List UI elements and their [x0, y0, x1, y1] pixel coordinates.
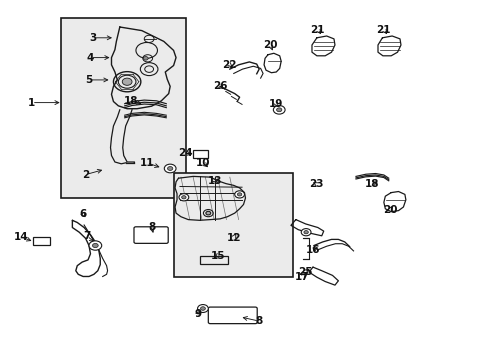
Circle shape [92, 243, 98, 248]
Circle shape [276, 108, 281, 112]
Circle shape [122, 78, 132, 85]
Bar [193, 150, 207, 158]
Text: 8: 8 [148, 222, 155, 232]
Text: 24: 24 [178, 148, 193, 158]
FancyBboxPatch shape [134, 227, 168, 243]
Text: 25: 25 [298, 267, 312, 277]
Circle shape [200, 307, 205, 310]
Circle shape [89, 241, 102, 250]
Text: 15: 15 [210, 251, 224, 261]
Text: 22: 22 [222, 60, 237, 70]
Text: 18: 18 [123, 96, 138, 106]
Text: 21: 21 [310, 24, 325, 35]
Circle shape [179, 194, 188, 201]
Circle shape [234, 191, 244, 198]
Bar [61, 18, 185, 198]
Text: 10: 10 [195, 158, 210, 168]
Text: 12: 12 [226, 233, 241, 243]
Text: 17: 17 [294, 272, 309, 282]
Text: 18: 18 [364, 179, 378, 189]
Circle shape [167, 167, 172, 170]
Text: 3: 3 [89, 33, 96, 43]
Text: 13: 13 [207, 176, 222, 186]
Text: 6: 6 [80, 209, 86, 219]
Text: 8: 8 [255, 316, 262, 326]
Bar [173, 173, 293, 277]
Bar [199, 256, 227, 264]
Circle shape [205, 211, 210, 215]
Text: 14: 14 [14, 232, 28, 242]
Circle shape [197, 305, 208, 312]
FancyBboxPatch shape [208, 307, 257, 324]
Text: 2: 2 [82, 170, 89, 180]
Text: 21: 21 [376, 24, 390, 35]
Circle shape [301, 229, 310, 236]
Text: 1: 1 [28, 98, 35, 108]
Circle shape [164, 164, 176, 173]
Text: 20: 20 [263, 40, 277, 50]
Text: 9: 9 [194, 309, 201, 319]
Text: 23: 23 [309, 179, 324, 189]
Text: 11: 11 [139, 158, 154, 168]
Text: 16: 16 [305, 245, 320, 255]
Bar [33, 237, 50, 245]
Circle shape [143, 57, 148, 60]
Text: 5: 5 [85, 75, 92, 85]
Circle shape [304, 231, 307, 234]
Text: 26: 26 [212, 81, 227, 91]
Circle shape [237, 193, 241, 196]
Circle shape [182, 196, 185, 199]
Text: 4: 4 [86, 53, 94, 63]
Text: 20: 20 [382, 204, 397, 215]
Text: 7: 7 [83, 231, 91, 241]
Text: 19: 19 [268, 99, 283, 109]
Circle shape [273, 105, 285, 114]
